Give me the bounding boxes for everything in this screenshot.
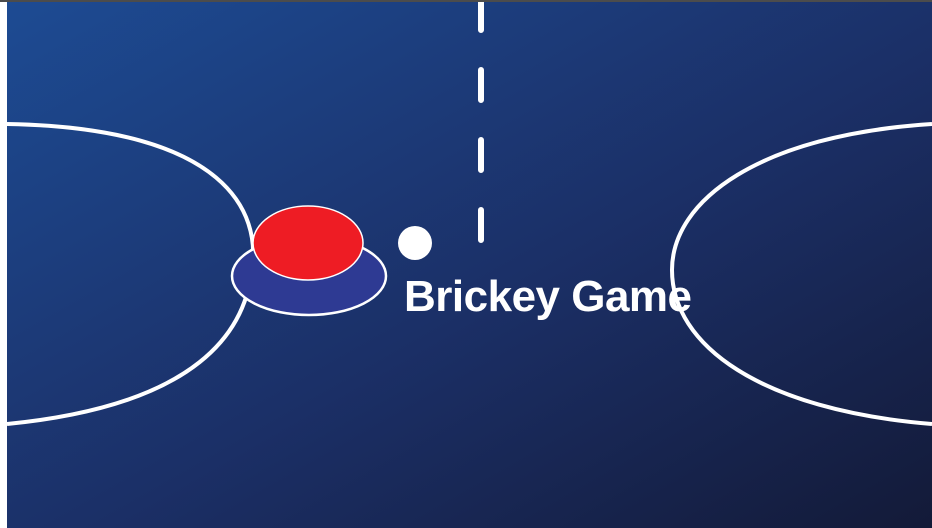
mallet-cap xyxy=(252,205,364,281)
puck-icon xyxy=(398,226,432,260)
field-background xyxy=(7,2,932,528)
air-hockey-mallet-icon[interactable] xyxy=(230,205,388,317)
right-goal-arc xyxy=(669,122,932,426)
game-title: Brickey Game xyxy=(404,272,692,321)
